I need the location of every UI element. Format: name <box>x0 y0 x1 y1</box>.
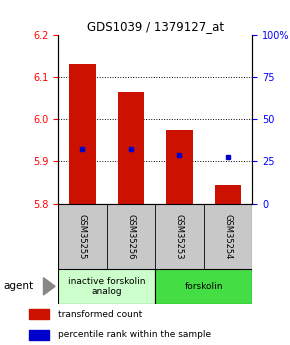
Bar <box>166 130 193 204</box>
Text: GSM35253: GSM35253 <box>175 214 184 259</box>
Bar <box>215 185 241 204</box>
Text: GSM35256: GSM35256 <box>126 214 135 259</box>
Bar <box>69 64 96 204</box>
Title: GDS1039 / 1379127_at: GDS1039 / 1379127_at <box>87 20 224 33</box>
Text: transformed count: transformed count <box>58 310 142 319</box>
Bar <box>155 269 252 304</box>
Bar <box>58 269 155 304</box>
Text: forskolin: forskolin <box>184 282 223 291</box>
Text: percentile rank within the sample: percentile rank within the sample <box>58 331 211 339</box>
Text: GSM35254: GSM35254 <box>224 214 233 259</box>
Bar <box>29 309 49 319</box>
Text: agent: agent <box>3 282 33 291</box>
Bar <box>29 330 49 340</box>
Bar <box>117 91 144 204</box>
Text: GSM35255: GSM35255 <box>78 214 87 259</box>
Text: inactive forskolin
analog: inactive forskolin analog <box>68 277 145 296</box>
